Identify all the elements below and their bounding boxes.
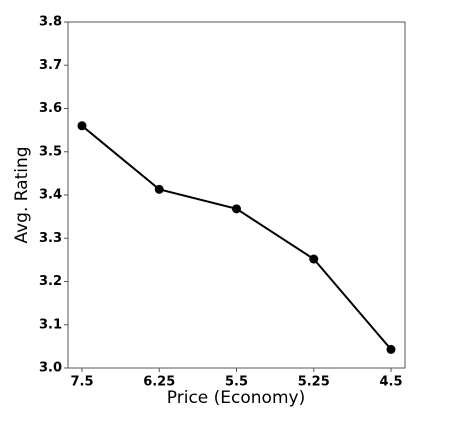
y-axis-title: Avg. Rating xyxy=(12,146,32,243)
y-tick-label: 3.5 xyxy=(39,144,62,159)
marker xyxy=(77,121,87,131)
x-axis-title: Price (Economy) xyxy=(167,388,305,408)
y-tick-label: 3.0 xyxy=(39,361,62,376)
marker xyxy=(232,204,241,214)
y-tick-label: 3.8 xyxy=(39,15,62,30)
line xyxy=(81,125,392,351)
x-tick-label: 4.5 xyxy=(379,375,402,390)
x-tick-label: 6.25 xyxy=(143,375,175,390)
x-tick-label: 5.25 xyxy=(298,375,330,390)
plot-frame xyxy=(67,21,406,369)
y-tick-label: 3.2 xyxy=(39,274,62,289)
y-tick-label: 3.6 xyxy=(39,101,62,116)
x-tick-label: 7.5 xyxy=(70,375,93,390)
y-tick-label: 3.4 xyxy=(39,188,62,203)
x-tick-label: 5.5 xyxy=(225,375,248,390)
marker xyxy=(154,184,164,194)
marker xyxy=(309,254,319,264)
y-tick-label: 3.1 xyxy=(39,317,62,332)
y-tick-label: 3.7 xyxy=(39,58,62,73)
marker xyxy=(386,344,396,354)
y-tick-label: 3.3 xyxy=(39,231,62,246)
